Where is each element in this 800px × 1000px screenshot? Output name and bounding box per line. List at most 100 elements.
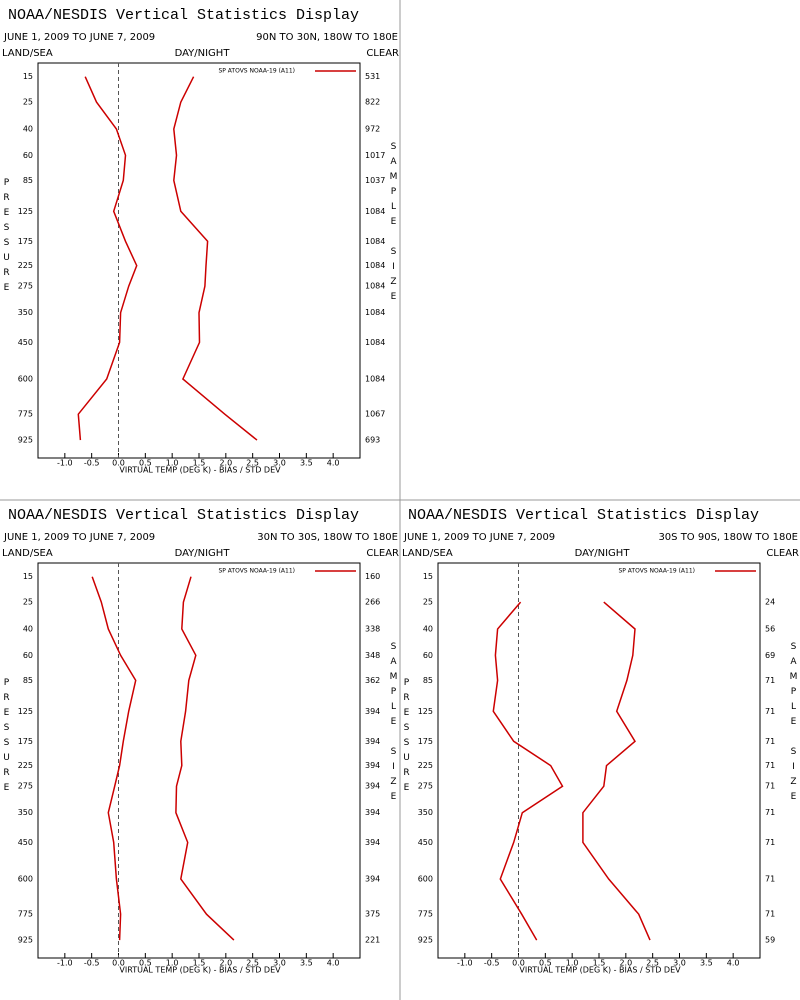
x-tick-label: 0.0 [512,959,525,968]
chart-title: NOAA/NESDIS Vertical Statistics Display [408,507,759,524]
y-tick-label: 600 [418,874,433,883]
land-sea: LAND/SEA [402,548,453,559]
y-tick-label: 450 [18,838,33,847]
y-tick-label: 175 [18,237,33,246]
sample-size: 375 [365,910,380,919]
sample-size: 394 [365,737,380,746]
date-range: JUNE 1, 2009 TO JUNE 7, 2009 [3,32,155,43]
day-night: DAY/NIGHT [175,48,231,59]
y-tick-label: 175 [18,737,33,746]
profile-line [492,601,564,941]
sample-size: 1084 [365,261,385,270]
profile-line [77,76,138,441]
x-tick-label: 0.5 [539,959,552,968]
sample-size: 266 [365,598,380,607]
y-tick-label: 925 [418,936,433,945]
x-tick-label: 4.0 [727,959,740,968]
y-tick-label: 125 [18,207,33,216]
sample-size: 24 [765,598,775,607]
x-axis-label: VIRTUAL TEMP (DEG K) - BIAS / STD DEV [119,466,281,475]
sample-size: 160 [365,572,380,581]
sample-size: 71 [765,737,775,746]
x-tick-label: 4.0 [327,459,340,468]
sample-size: 1017 [365,151,385,160]
y-tick-label: 25 [23,98,33,107]
sample-size: 1084 [365,308,385,317]
sample-size: 69 [765,651,775,660]
sample-size: 348 [365,651,380,660]
sample-size: 394 [365,782,380,791]
x-tick-label: 3.5 [700,959,713,968]
x-tick-label: 2.0 [219,959,232,968]
x-tick-label: 0.5 [139,959,152,968]
legend-label: SP ATOVS NOAA-19 (A11) [218,568,295,575]
y-tick-label: 85 [23,176,33,185]
sample-size: 1067 [365,410,385,419]
y-tick-label: 775 [418,910,433,919]
y2-axis-label: SAMPLE SIZE [789,642,799,807]
x-tick-label: 1.0 [166,459,179,468]
sample-size: 221 [365,936,380,945]
sample-size: 71 [765,910,775,919]
y-axis-label: PRESSURE [2,678,12,798]
cloud: CLEAR [366,48,399,59]
day-night: DAY/NIGHT [575,548,631,559]
y2-axis-label: SAMPLE SIZE [389,642,399,807]
day-night: DAY/NIGHT [175,548,231,559]
y-tick-label: 350 [418,808,433,817]
sample-size: 1084 [365,338,385,347]
land-sea: LAND/SEA [2,548,53,559]
x-tick-label: 2.5 [246,459,259,468]
x-tick-label: 1.5 [593,959,606,968]
y-tick-label: 450 [418,838,433,847]
sample-size: 822 [365,98,380,107]
panel: NOAA/NESDIS Vertical Statistics Display J… [402,507,800,975]
y-tick-label: 275 [18,782,33,791]
x-tick-label: 3.5 [300,459,313,468]
profile-line [91,576,137,941]
sample-size: 338 [365,624,380,633]
x-tick-label: 1.5 [193,459,206,468]
x-tick-label: 3.0 [673,959,686,968]
region: 90N TO 30N, 180W TO 180E [256,32,398,43]
sample-size: 394 [365,808,380,817]
x-tick-label: -1.0 [57,959,73,968]
x-axis-label: VIRTUAL TEMP (DEG K) - BIAS / STD DEV [119,966,281,975]
date-range: JUNE 1, 2009 TO JUNE 7, 2009 [403,532,555,543]
y-tick-label: 40 [423,624,433,633]
sample-size: 71 [765,707,775,716]
x-tick-label: 1.5 [193,959,206,968]
cloud: CLEAR [366,548,399,559]
sample-size: 362 [365,676,380,685]
date-range: JUNE 1, 2009 TO JUNE 7, 2009 [3,532,155,543]
y-tick-label: 775 [18,910,33,919]
sample-size: 394 [365,874,380,883]
sample-size: 1084 [365,237,385,246]
y-tick-label: 175 [418,737,433,746]
panel: NOAA/NESDIS Vertical Statistics Display J… [2,7,400,475]
y-tick-label: 925 [18,436,33,445]
sample-size: 394 [365,838,380,847]
y-tick-label: 225 [18,761,33,770]
region: 30S TO 90S, 180W TO 180E [658,532,798,543]
y2-axis-label: SAMPLE SIZE [389,142,399,307]
x-tick-label: 3.5 [300,959,313,968]
sample-size: 71 [765,874,775,883]
sample-size: 1084 [365,207,385,216]
land-sea: LAND/SEA [2,48,53,59]
region: 30N TO 30S, 180W TO 180E [257,532,398,543]
y-tick-label: 15 [23,72,33,81]
sample-size: 59 [765,936,775,945]
y-tick-label: 225 [18,261,33,270]
sample-size: 71 [765,782,775,791]
y-tick-label: 15 [423,572,433,581]
x-tick-label: -0.5 [84,459,100,468]
y-tick-label: 85 [423,676,433,685]
y-tick-label: 40 [23,124,33,133]
x-tick-label: -1.0 [57,459,73,468]
chart-title: NOAA/NESDIS Vertical Statistics Display [8,507,359,524]
sample-size: 394 [365,707,380,716]
y-tick-label: 450 [18,338,33,347]
sample-size: 1084 [365,282,385,291]
y-tick-label: 275 [418,782,433,791]
